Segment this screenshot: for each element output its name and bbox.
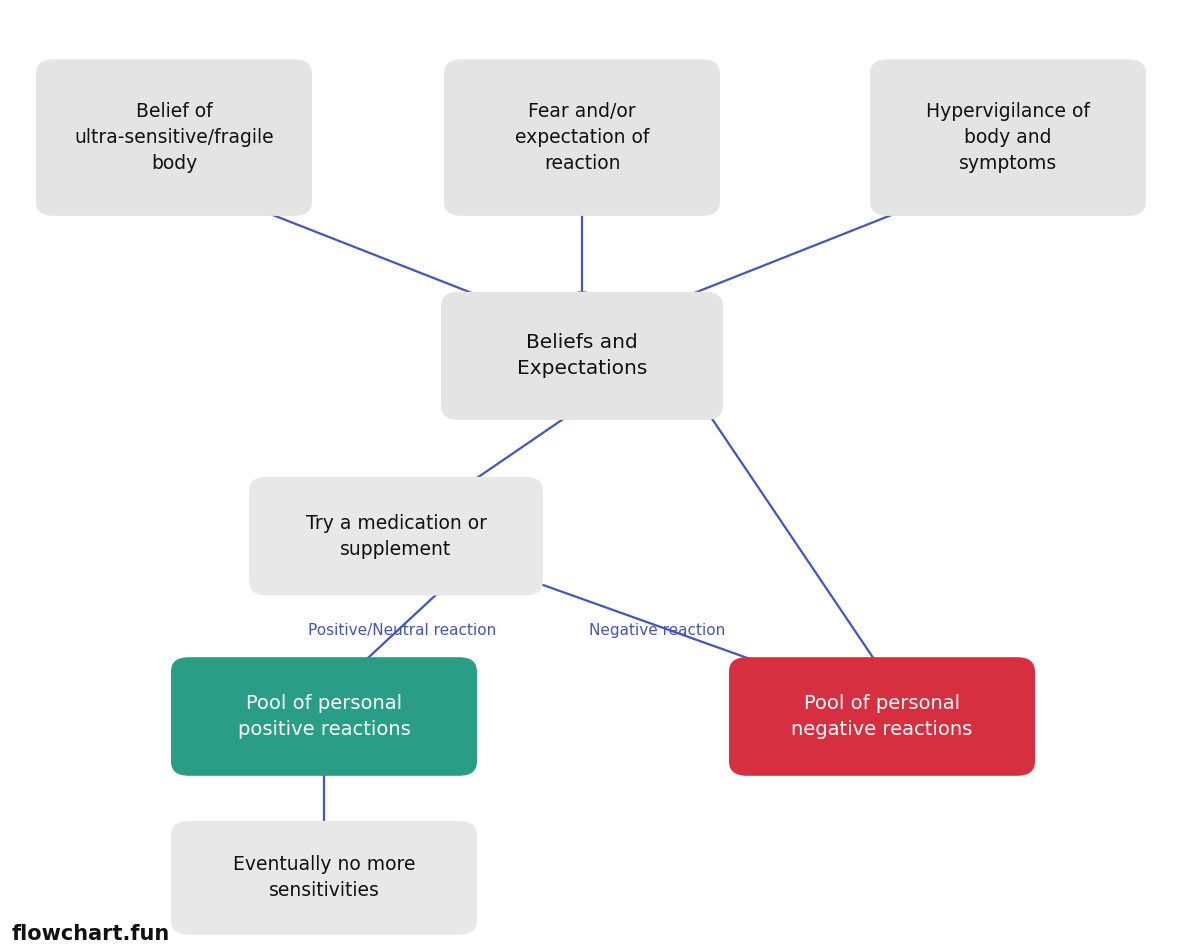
FancyBboxPatch shape: [172, 657, 478, 776]
Text: Fear and/or
expectation of
reaction: Fear and/or expectation of reaction: [515, 102, 649, 173]
Text: Pool of personal
positive reactions: Pool of personal positive reactions: [238, 694, 410, 739]
FancyBboxPatch shape: [250, 477, 542, 596]
Text: flowchart.fun: flowchart.fun: [12, 924, 170, 944]
FancyBboxPatch shape: [870, 60, 1146, 216]
Text: Eventually no more
sensitivities: Eventually no more sensitivities: [233, 855, 415, 901]
Text: Negative reaction: Negative reaction: [589, 623, 726, 638]
FancyBboxPatch shape: [442, 292, 722, 419]
Text: Beliefs and
Expectations: Beliefs and Expectations: [517, 333, 647, 379]
Text: Try a medication or
supplement: Try a medication or supplement: [306, 513, 486, 559]
Text: Belief of
ultra-sensitive/fragile
body: Belief of ultra-sensitive/fragile body: [74, 102, 274, 173]
FancyBboxPatch shape: [172, 821, 478, 935]
Text: Pool of personal
negative reactions: Pool of personal negative reactions: [791, 694, 973, 739]
FancyBboxPatch shape: [36, 60, 312, 216]
FancyBboxPatch shape: [728, 657, 1034, 776]
Text: Hypervigilance of
body and
symptoms: Hypervigilance of body and symptoms: [926, 102, 1090, 173]
FancyBboxPatch shape: [444, 60, 720, 216]
Text: Positive/Neutral reaction: Positive/Neutral reaction: [308, 623, 496, 638]
